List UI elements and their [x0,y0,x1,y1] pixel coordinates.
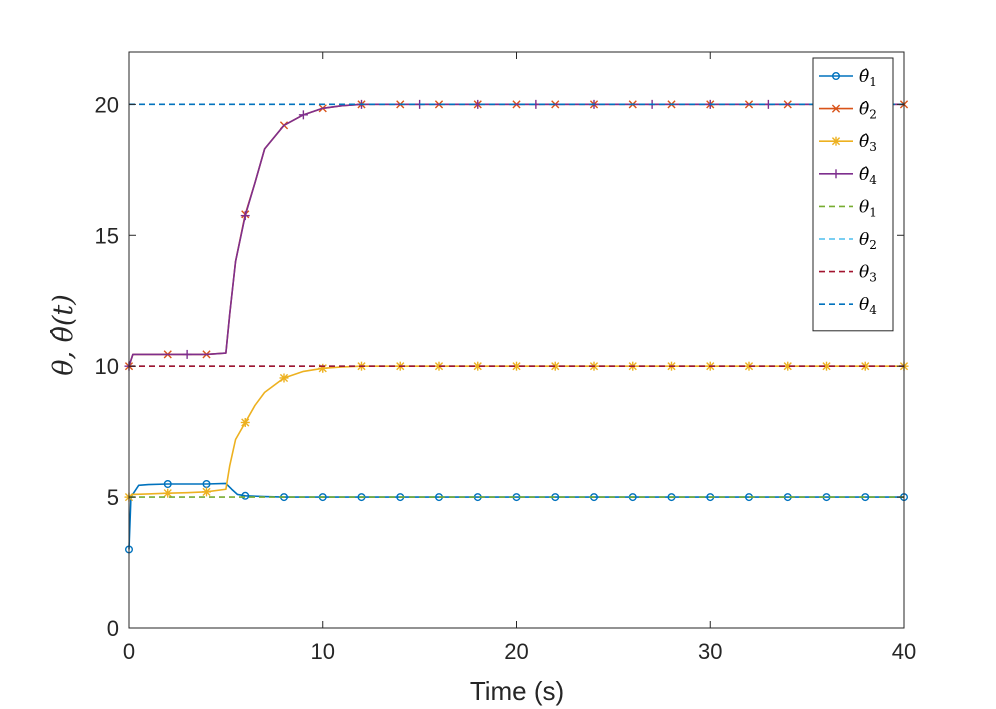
x-tick-label-4: 30 [698,639,722,664]
series-3-marker-5 [279,373,289,383]
series-4-marker-3 [240,211,250,221]
legend-marker-1 [832,71,841,80]
y-tick-label-2: 5 [107,485,119,510]
legend-item-3: θ̂3 [819,132,877,154]
y-tick-label-1: 0 [107,616,119,641]
series-3-marker-4 [240,417,250,427]
series-4-marker-2 [182,349,192,359]
y-tick-label-5: 20 [95,92,119,117]
legend: θ̂1 θ̂2 θ̂3 θ̂4 θ1 θ2 θ3 θ4 [812,57,894,332]
y-tick-label-3: 10 [95,354,119,379]
legend-label-3: θ̂3 [859,132,877,154]
legend-label-6: θ2 [859,230,877,252]
legend-label-8: θ4 [859,295,877,317]
legend-item-4: θ̂4 [819,165,877,187]
ticks-layer: 0 10 20 30 40 0 5 10 15 20 [95,52,916,664]
series-1-marker-3 [202,480,211,489]
legend-label-2: θ̂2 [859,100,877,122]
x-tick-label-1: 0 [123,639,135,664]
legend-box [812,57,894,332]
x-tick-label-3: 20 [504,639,528,664]
legend-marker-3 [831,136,841,146]
x-tick-label-2: 10 [311,639,335,664]
legend-label-7: θ3 [859,263,877,285]
legend-label-1: θ̂1 [859,67,877,89]
legend-item-5: θ1 [819,197,877,219]
series-1-marker-2 [163,480,172,489]
series-1-marker-4 [241,491,250,500]
legend-label-5: θ1 [859,197,877,219]
legend-item-7: θ3 [819,263,877,285]
series-4-marker-4 [298,110,308,120]
x-tick-label-5: 40 [892,639,916,664]
x-axis-label: Time (s) [470,676,564,706]
legend-item-8: θ4 [819,295,877,317]
legend-item-2: θ̂2 [819,100,877,122]
series-3-marker-20 [860,361,870,371]
series-3-marker-3 [202,487,211,497]
y-axis-label: θ, θ̂(t) [48,294,79,376]
legend-label-4: θ̂4 [859,165,877,187]
series-3-marker-6 [318,363,328,373]
legend-marker-4 [831,169,841,179]
series-layer [124,99,909,554]
legend-marker-2 [831,104,841,113]
y-tick-label-4: 15 [95,223,119,248]
series-3-marker-2 [163,488,173,498]
plot-area [129,52,904,628]
legend-item-6: θ2 [819,230,877,252]
legend-item-1: θ̂1 [819,67,877,89]
